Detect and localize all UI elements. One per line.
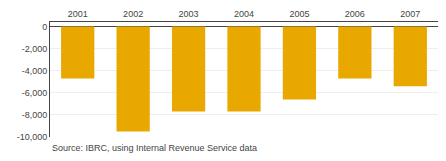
svg-text:2004: 2004 (234, 9, 254, 19)
svg-text:0: 0 (42, 22, 47, 32)
svg-text:2006: 2006 (345, 9, 365, 19)
svg-text:-10,000: -10,000 (17, 132, 48, 142)
svg-text:-4,000: -4,000 (22, 66, 48, 76)
svg-text:Source: IBRC, using Internal R: Source: IBRC, using Internal Revenue Ser… (52, 143, 257, 153)
svg-text:2001: 2001 (68, 9, 88, 19)
svg-text:2003: 2003 (179, 9, 199, 19)
svg-text:-8,000: -8,000 (22, 110, 48, 120)
svg-text:-2,000: -2,000 (22, 44, 48, 54)
svg-text:2005: 2005 (289, 9, 309, 19)
svg-text:2002: 2002 (123, 9, 143, 19)
svg-text:2007: 2007 (400, 9, 420, 19)
svg-text:-6,000: -6,000 (22, 88, 48, 98)
